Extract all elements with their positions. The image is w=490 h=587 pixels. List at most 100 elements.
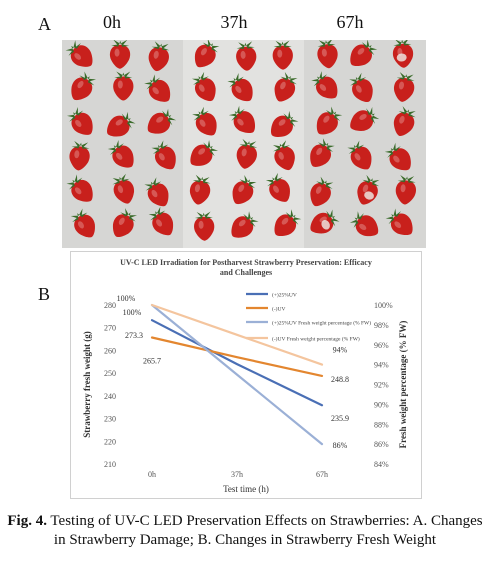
strawberry-body <box>113 76 134 101</box>
mold-spot <box>396 53 407 62</box>
strawberry-highlight <box>115 152 123 160</box>
strawberry <box>310 209 340 234</box>
strawberry <box>112 173 134 204</box>
chart-series <box>150 303 324 446</box>
strawberry-body <box>395 180 416 205</box>
strawberry-highlight <box>235 85 242 93</box>
strawberry-body <box>71 179 93 202</box>
strawberry-highlight <box>399 115 405 124</box>
series-line-2 <box>150 303 324 446</box>
strawberry <box>350 107 380 131</box>
strawberry-body <box>270 115 293 137</box>
strawberry-body <box>69 146 90 171</box>
strawberry <box>317 40 338 69</box>
data-label: 235.9 <box>331 414 349 423</box>
strawberry-body <box>189 180 211 205</box>
strawberry <box>392 40 414 68</box>
strawberry <box>227 73 253 102</box>
strawberry-leaves <box>151 140 169 154</box>
data-label: 248.8 <box>331 375 349 384</box>
photo-column-67h <box>304 40 426 248</box>
strawberry-body <box>147 183 169 207</box>
strawberry-leaves <box>393 40 412 46</box>
strawberry-body <box>350 110 374 131</box>
chart-frame <box>70 251 422 499</box>
strawberry-highlight <box>74 150 80 159</box>
y-left-tick-label: 270 <box>104 324 116 333</box>
strawberry-body <box>389 148 411 171</box>
strawberry-body <box>393 112 415 136</box>
strawberry-leaves <box>70 208 88 223</box>
x-tick-label: 67h <box>316 470 328 479</box>
caption-text: Testing of UV-C LED Preservation Effects… <box>46 513 483 548</box>
strawberry-highlight <box>278 152 284 160</box>
strawberry <box>311 71 338 99</box>
strawberry-leaves <box>265 172 283 187</box>
y-right-tick-label: 96% <box>374 341 389 350</box>
strawberry-body <box>269 179 290 202</box>
strawberry-leaves <box>71 140 90 149</box>
strawberry-body <box>112 145 134 168</box>
strawberry-body <box>109 44 131 69</box>
strawberry-leaves <box>151 41 170 51</box>
strawberry-highlight <box>277 49 283 58</box>
strawberry-body <box>148 79 171 102</box>
strawberry <box>66 107 93 135</box>
strawberry <box>71 71 97 101</box>
strawberry-highlight <box>151 189 158 198</box>
strawberry <box>347 140 372 170</box>
strawberry-highlight <box>319 84 327 91</box>
strawberry-leaves <box>112 173 130 185</box>
strawberry-body <box>71 77 93 101</box>
strawberry-leaves <box>349 72 367 86</box>
panel-a-label: A <box>38 14 51 34</box>
photo-column-0h <box>62 40 183 248</box>
strawberry <box>270 110 299 137</box>
y-left-tick-label: 250 <box>104 369 116 378</box>
strawberry <box>310 176 334 207</box>
strawberry <box>265 172 290 202</box>
strawberry <box>384 142 411 171</box>
y-right-tick-label: 94% <box>374 361 389 370</box>
strawberry-highlight <box>198 220 204 229</box>
strawberry-leaves <box>398 106 416 118</box>
strawberry-body <box>233 111 256 134</box>
strawberry-leaves <box>114 71 133 79</box>
strawberry-body <box>112 214 134 238</box>
strawberry-body <box>71 112 93 135</box>
strawberry-highlight <box>74 187 82 195</box>
strawberry <box>69 140 90 171</box>
strawberry <box>144 177 169 207</box>
strawberry-highlight <box>158 153 165 161</box>
strawberry-body <box>316 112 338 135</box>
strawberry-body <box>195 112 217 136</box>
strawberry-leaves <box>239 175 257 189</box>
strawberry-leaves <box>192 174 211 184</box>
strawberry-body <box>274 146 295 171</box>
y-right-tick-label: 98% <box>374 321 389 330</box>
strawberry <box>112 208 138 238</box>
strawberry-body <box>70 45 93 67</box>
strawberry-leaves <box>366 107 380 124</box>
y-left-tick-label: 280 <box>104 301 116 310</box>
strawberry-body <box>355 215 379 237</box>
strawberry-body <box>310 144 331 167</box>
series-line-0 <box>150 319 324 407</box>
strawberry-leaves <box>236 41 255 49</box>
strawberry-highlight <box>75 119 82 127</box>
y-left-tick-label: 210 <box>104 460 116 469</box>
strawberry-body <box>113 180 134 204</box>
strawberry <box>236 41 257 71</box>
y-right-tick-label: 84% <box>374 460 389 469</box>
strawberry <box>65 40 93 67</box>
strawberry-body <box>194 216 215 241</box>
strawberry-highlight <box>354 153 361 161</box>
y-right-axis-label: Fresh weight percentage (% FW) <box>398 321 408 449</box>
strawberry <box>192 106 217 136</box>
strawberry <box>236 138 258 169</box>
data-label: 94% <box>333 346 348 355</box>
strawberry-body <box>274 78 296 102</box>
strawberry-body <box>274 214 297 237</box>
strawberry-body <box>74 214 95 238</box>
strawberry-body <box>317 44 338 69</box>
